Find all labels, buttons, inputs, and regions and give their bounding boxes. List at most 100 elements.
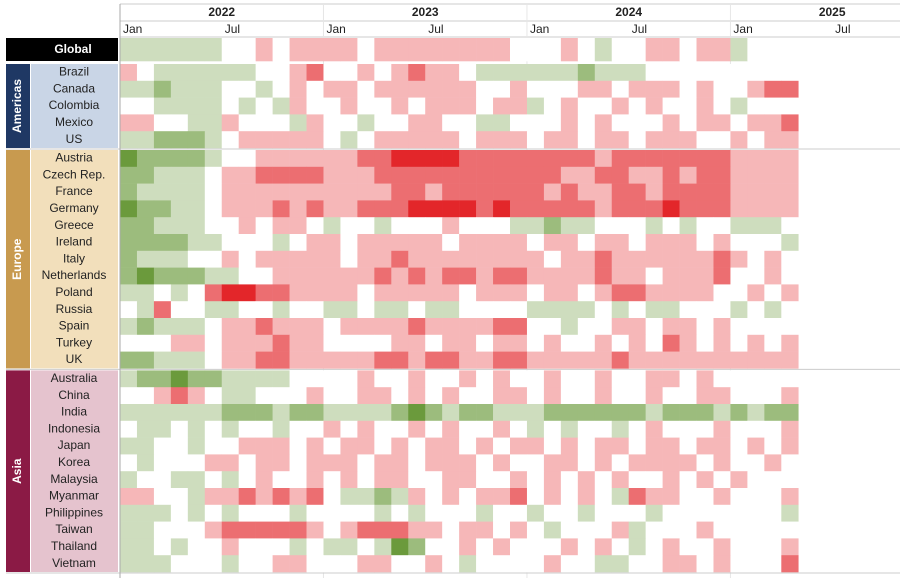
- heat-cell: [442, 97, 460, 115]
- heat-cell: [153, 387, 172, 405]
- heat-cell: [221, 334, 239, 352]
- heat-cell: [679, 267, 697, 285]
- heat-cell: [153, 538, 172, 556]
- heat-cell: [153, 521, 172, 539]
- heat-cell: [238, 200, 256, 218]
- heat-cell: [221, 437, 239, 455]
- heat-cell: [391, 150, 409, 168]
- heat-cell: [306, 250, 324, 268]
- heat-cell: [374, 150, 392, 168]
- row-label: Ireland: [56, 235, 93, 249]
- heat-cell: [442, 488, 460, 506]
- heat-cell: [730, 64, 748, 82]
- heat-cell: [493, 555, 511, 573]
- heat-cell: [221, 370, 239, 388]
- heat-cell: [120, 555, 138, 573]
- heat-cell: [153, 250, 172, 268]
- heat-cell: [204, 538, 223, 556]
- heat-cell: [628, 80, 646, 98]
- heat-cell: [611, 114, 629, 132]
- heat-cell: [679, 351, 697, 369]
- heat-cell: [696, 555, 714, 573]
- heat-cell: [577, 504, 596, 522]
- heat-cell: [679, 150, 697, 168]
- heat-cell: [476, 437, 494, 455]
- heat-cell: [357, 521, 375, 539]
- heat-cell: [323, 80, 341, 98]
- heat-cell: [408, 131, 426, 149]
- heat-cell: [747, 114, 765, 132]
- heat-cell: [713, 370, 731, 388]
- heat-cell: [560, 131, 579, 149]
- heat-cell: [425, 370, 443, 388]
- heat-cell: [611, 200, 629, 218]
- heat-cell: [357, 250, 375, 268]
- heat-cell: [272, 318, 290, 336]
- heat-cell: [272, 234, 290, 252]
- heat-cell: [645, 301, 663, 319]
- heat-cell: [510, 504, 528, 522]
- heat-cell: [187, 488, 206, 506]
- heat-cell: [391, 437, 409, 455]
- heat-cell: [374, 250, 392, 268]
- heat-cell: [221, 80, 239, 98]
- heat-cell: [560, 437, 579, 455]
- heat-cell: [662, 370, 680, 388]
- heat-cell: [187, 131, 206, 149]
- heat-cell: [340, 114, 358, 132]
- heat-cell: [560, 200, 579, 218]
- heat-cell: [662, 64, 680, 82]
- heat-cell: [611, 454, 629, 472]
- heat-cell: [543, 387, 562, 405]
- heat-cell: [645, 114, 663, 132]
- heat-cell: [221, 200, 239, 218]
- heat-cell: [170, 538, 189, 556]
- heat-cell: [476, 504, 494, 522]
- heat-cell: [221, 267, 239, 285]
- heat-cell: [543, 437, 562, 455]
- heat-cell: [153, 183, 172, 201]
- heat-cell: [747, 284, 765, 302]
- heat-cell: [272, 64, 290, 82]
- heat-cell: [306, 150, 324, 168]
- heat-cell: [374, 131, 392, 149]
- heat-cell: [476, 80, 494, 98]
- heat-cell: [526, 301, 545, 319]
- heat-cell: [408, 370, 426, 388]
- heat-cell: [120, 504, 138, 522]
- heat-cell: [238, 284, 256, 302]
- heat-cell: [391, 38, 409, 62]
- heat-cell: [764, 318, 782, 336]
- heat-cell: [221, 234, 239, 252]
- month-label: Jan: [530, 22, 549, 36]
- heat-cell: [696, 64, 714, 82]
- heat-cell: [221, 420, 239, 438]
- heat-cell: [120, 131, 138, 149]
- heat-cell: [764, 114, 782, 132]
- heat-cell: [628, 97, 646, 115]
- heat-cell: [577, 183, 596, 201]
- heat-cell: [476, 166, 494, 184]
- heat-cell: [170, 437, 189, 455]
- heat-cell: [357, 166, 375, 184]
- heat-cell: [357, 404, 375, 422]
- heat-cell: [577, 284, 596, 302]
- heat-cell: [713, 387, 731, 405]
- heat-cell: [374, 538, 392, 556]
- heat-cell: [357, 217, 375, 235]
- row-label: Netherlands: [42, 268, 107, 282]
- heat-cell: [560, 183, 579, 201]
- heat-cell: [170, 234, 189, 252]
- heat-cell: [543, 250, 562, 268]
- heat-cell: [662, 538, 680, 556]
- heat-cell: [662, 250, 680, 268]
- heat-cell: [170, 301, 189, 319]
- heat-cell: [730, 334, 748, 352]
- heat-cell: [459, 217, 477, 235]
- row-label: Malaysia: [50, 472, 98, 486]
- heat-cell: [204, 250, 223, 268]
- heat-cell: [679, 183, 697, 201]
- heat-cell: [306, 351, 324, 369]
- heat-cell: [730, 387, 748, 405]
- heat-cell: [730, 420, 748, 438]
